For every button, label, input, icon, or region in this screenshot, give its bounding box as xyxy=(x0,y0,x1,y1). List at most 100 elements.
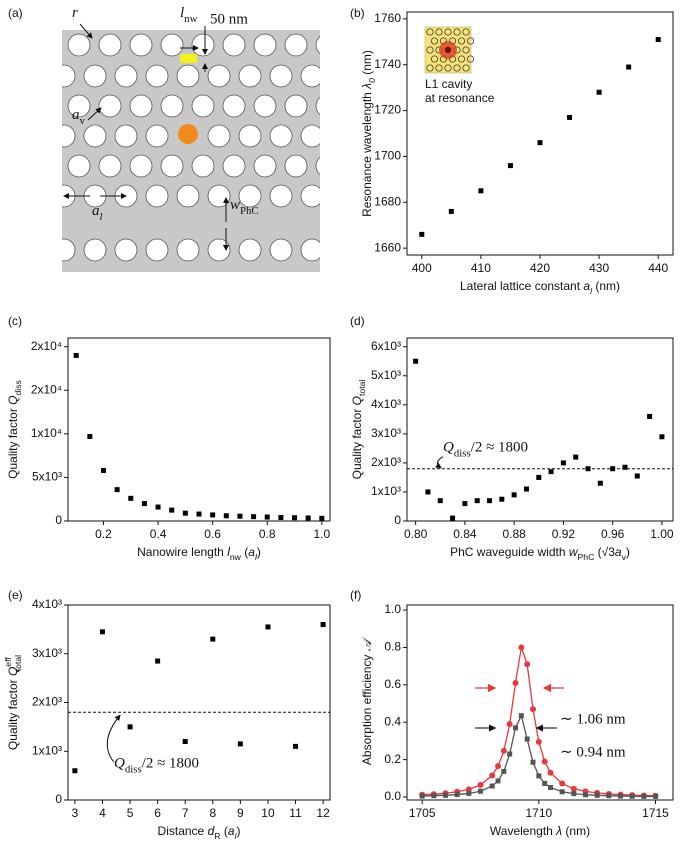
x-tick-label: 0.4 xyxy=(150,527,167,541)
pointer xyxy=(79,23,93,39)
point xyxy=(524,736,530,742)
hole xyxy=(300,184,320,208)
point xyxy=(210,636,216,642)
label-part: Nanowire length xyxy=(137,545,227,559)
hole xyxy=(114,124,138,148)
label-part: diss xyxy=(13,380,23,395)
point xyxy=(501,768,507,774)
x-tick-label: 6 xyxy=(154,806,161,820)
inset-hole xyxy=(430,37,439,45)
point xyxy=(495,763,501,770)
label-part: a xyxy=(615,545,622,559)
label-part: Absorption efficiency xyxy=(360,651,374,765)
label-part: total xyxy=(357,380,367,396)
point xyxy=(265,624,271,630)
hole xyxy=(145,64,169,88)
nanowire-length-label: lnw xyxy=(180,5,198,25)
annotation: ∼ 1.06 nm xyxy=(560,711,626,727)
label-part: 𝒜 xyxy=(360,636,374,651)
x-tick-label: 0.92 xyxy=(552,527,576,541)
hole xyxy=(207,64,231,88)
point xyxy=(478,788,483,794)
point xyxy=(513,725,518,731)
label-part: nw xyxy=(184,13,197,25)
point xyxy=(641,793,647,799)
label-part: R xyxy=(214,831,220,841)
hole xyxy=(67,154,91,178)
point xyxy=(596,89,602,95)
x-tick-label: 410 xyxy=(471,261,491,275)
inset-hole xyxy=(462,64,470,72)
hole xyxy=(222,94,246,118)
hole xyxy=(22,65,44,87)
hole xyxy=(238,64,262,88)
hole xyxy=(98,94,122,118)
x-tick-label: 1705 xyxy=(409,806,436,820)
panel-label: (c) xyxy=(8,314,22,328)
point xyxy=(570,785,577,792)
hole xyxy=(269,124,293,148)
hole xyxy=(207,124,231,148)
hole xyxy=(269,64,293,88)
point xyxy=(462,501,468,507)
label-part: Q xyxy=(443,440,454,456)
point xyxy=(548,469,554,475)
point xyxy=(500,747,507,754)
inset-hole xyxy=(426,28,434,36)
hole xyxy=(67,33,91,57)
label-part: ) xyxy=(626,545,630,559)
point xyxy=(548,784,553,790)
y-tick-label: 5x10³ xyxy=(32,470,62,484)
label-part: eff xyxy=(3,657,13,667)
label-part: a xyxy=(72,107,80,123)
point xyxy=(487,498,493,504)
label-part: (√3 xyxy=(594,545,615,559)
point xyxy=(511,492,517,498)
hole xyxy=(191,33,215,57)
hole xyxy=(83,64,107,88)
y-tick-label: 2x10⁴ xyxy=(31,339,62,353)
y-tick-label: 3x10³ xyxy=(371,426,401,440)
hole xyxy=(238,184,262,208)
x-axis-label: PhC waveguide width wPhC (√3av) xyxy=(450,545,630,562)
point xyxy=(507,751,513,757)
label-part: Q xyxy=(350,396,364,405)
point xyxy=(182,739,188,744)
hole xyxy=(62,238,76,262)
x-tick-label: 7 xyxy=(182,806,189,820)
hole xyxy=(37,34,59,56)
point xyxy=(478,188,484,194)
plot-frame xyxy=(406,337,674,522)
hole xyxy=(62,64,76,88)
inset-hole xyxy=(453,64,461,72)
hole xyxy=(300,238,320,262)
point xyxy=(512,679,519,686)
inset-hole xyxy=(435,28,443,36)
hole xyxy=(83,238,107,262)
hole xyxy=(284,33,308,57)
point xyxy=(419,231,425,237)
y-tick-label: 0.8 xyxy=(384,640,401,654)
point xyxy=(237,741,243,747)
x-tick-label: 0.6 xyxy=(204,527,221,541)
y-axis-label: Quality factor Qefftotal xyxy=(3,655,23,750)
nanowire xyxy=(180,54,197,63)
x-tick-label: 420 xyxy=(530,261,550,275)
annotation: Qdiss/2 ≈ 1800 xyxy=(114,756,199,776)
label-part: w xyxy=(230,197,240,213)
point xyxy=(128,495,134,501)
x-tick-label: 1715 xyxy=(642,806,669,820)
label-part: a xyxy=(92,203,100,219)
hole xyxy=(207,184,231,208)
point xyxy=(320,622,326,627)
y-tick-label: 1660 xyxy=(374,240,401,254)
label-part: ( xyxy=(221,824,228,838)
hole xyxy=(253,94,277,118)
x-tick-label: 9 xyxy=(237,806,244,820)
label-part: v xyxy=(622,552,627,562)
point xyxy=(278,515,284,521)
label-part: a xyxy=(583,279,590,293)
inset-hole xyxy=(453,28,461,36)
inset-core xyxy=(445,47,451,53)
point xyxy=(618,793,623,799)
